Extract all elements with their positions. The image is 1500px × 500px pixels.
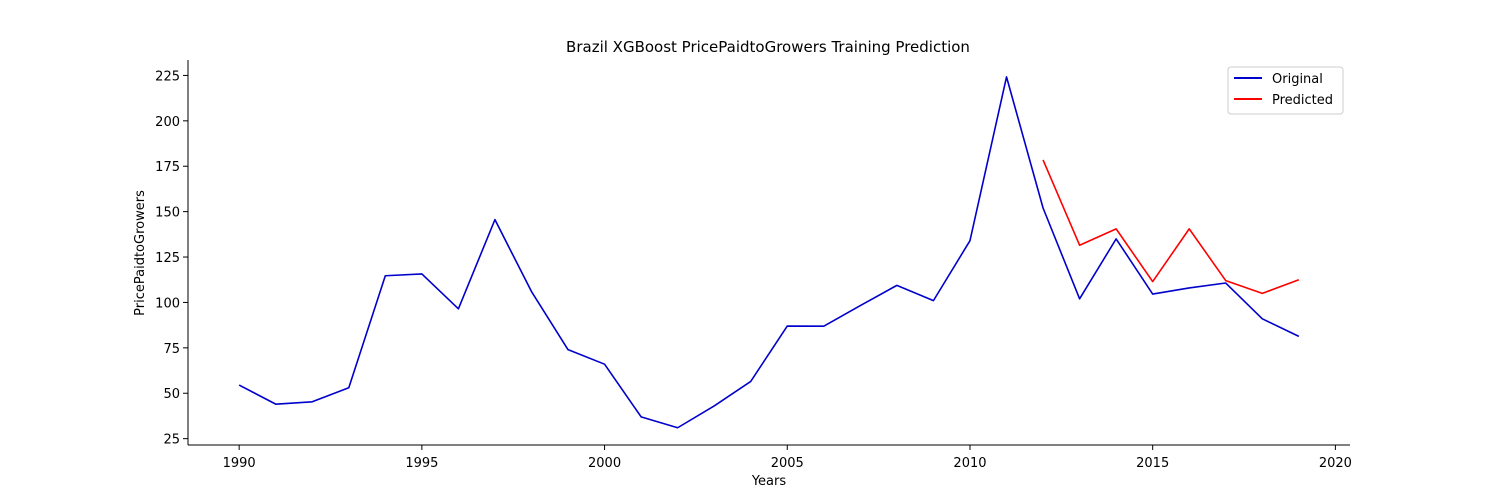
series-line-predicted <box>1042 159 1300 295</box>
y-tick-label: 175 <box>155 160 180 175</box>
plot-lines <box>238 76 1300 429</box>
y-axis-label: PricePaidtoGrowers <box>133 190 148 316</box>
y-tick-label: 50 <box>163 387 180 402</box>
x-tick-label: 2000 <box>588 456 621 471</box>
y-ticks: 25 50 75 100 125 150 175 200 225 <box>155 69 188 448</box>
y-tick-label: 125 <box>155 251 180 266</box>
x-tick-label: 2010 <box>953 456 986 471</box>
legend-original-label: Original <box>1272 72 1323 87</box>
chart-title: Brazil XGBoost PricePaidtoGrowers Traini… <box>566 38 970 56</box>
x-tick-label: 2020 <box>1319 456 1352 471</box>
series-line-original <box>238 76 1300 429</box>
y-tick-label: 100 <box>155 296 180 311</box>
x-tick-label: 1995 <box>405 456 438 471</box>
x-tick-label: 2015 <box>1136 456 1169 471</box>
x-tick-label: 2005 <box>771 456 804 471</box>
y-tick-label: 200 <box>155 115 180 130</box>
y-tick-label: 25 <box>163 433 180 448</box>
legend-predicted-label: Predicted <box>1272 93 1333 108</box>
y-tick-label: 225 <box>155 69 180 84</box>
y-tick-label: 75 <box>163 342 180 357</box>
x-tick-label: 1990 <box>223 456 256 471</box>
legend: Original Predicted <box>1227 66 1344 115</box>
y-tick-label: 150 <box>155 206 180 221</box>
axes <box>187 60 1350 446</box>
x-ticks: 1990 1995 2000 2005 2010 2015 2020 <box>223 445 1352 471</box>
x-axis-label: Years <box>751 474 787 489</box>
